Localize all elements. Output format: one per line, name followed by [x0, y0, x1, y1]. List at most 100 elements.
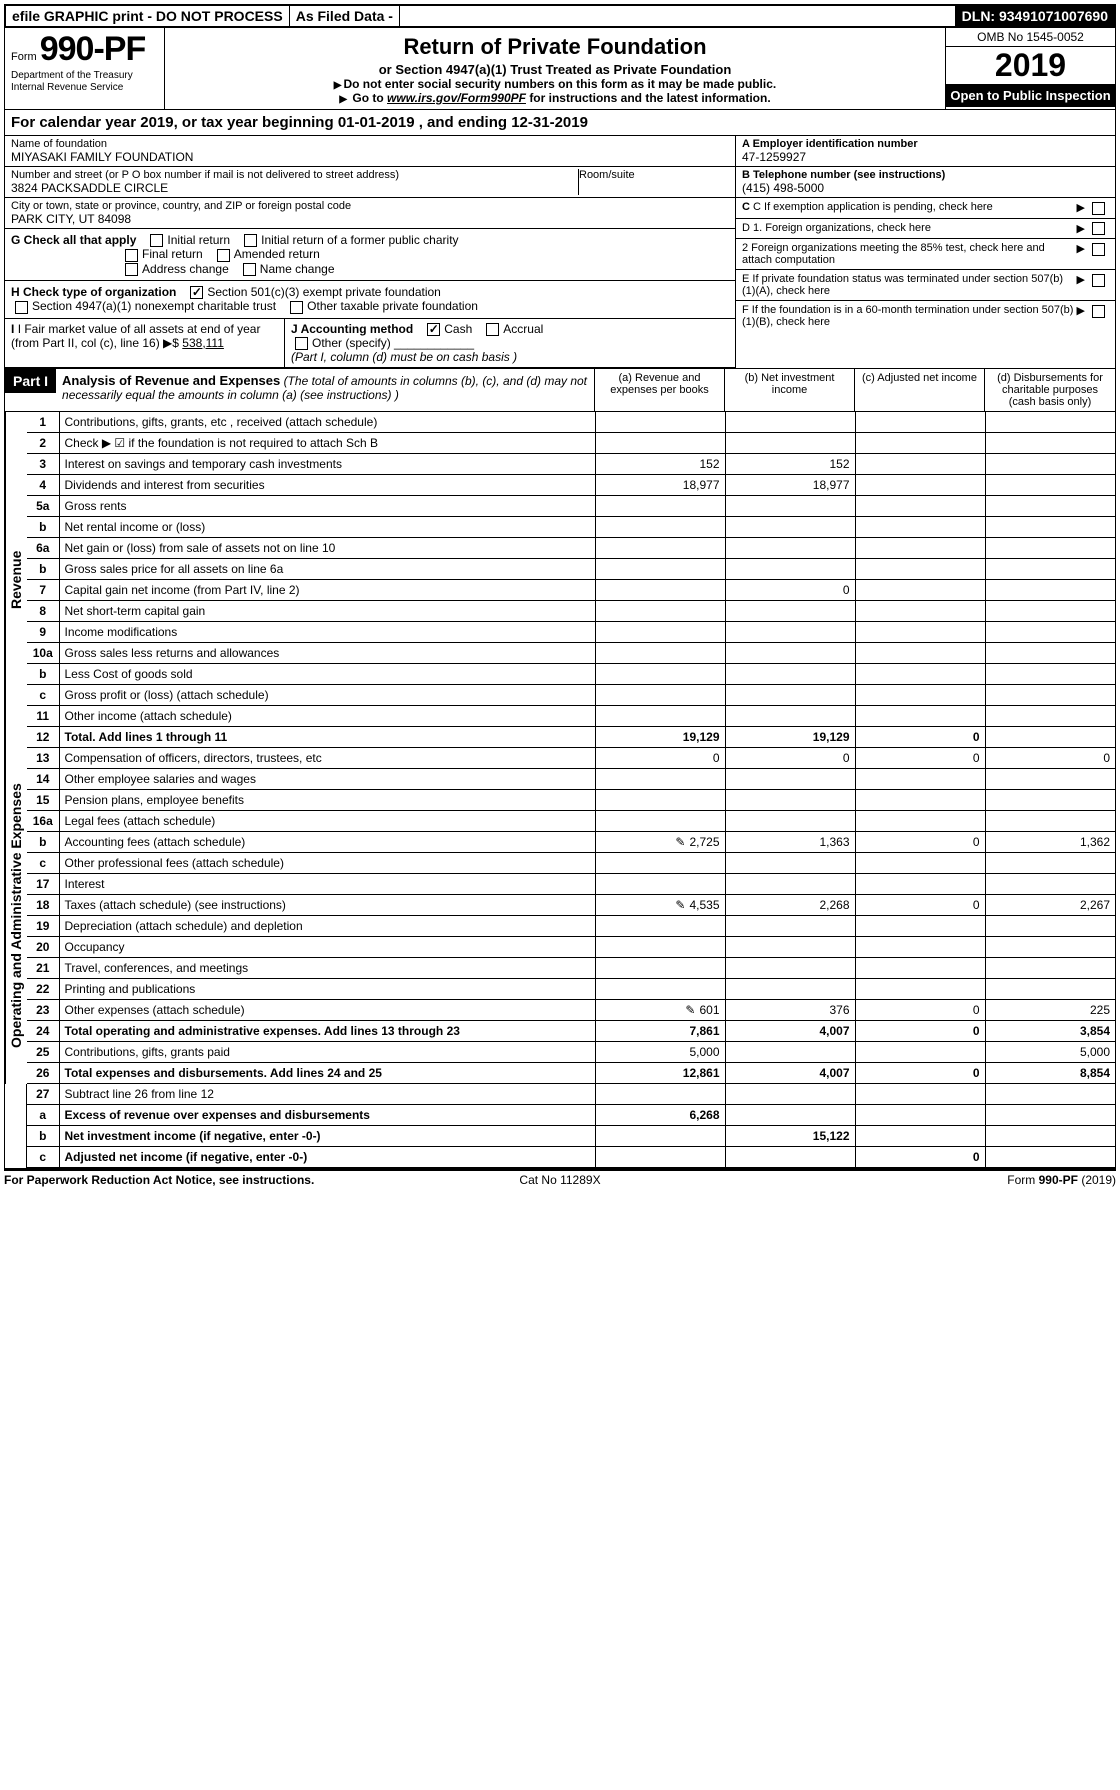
table-row: 24Total operating and administrative exp… — [27, 1021, 1115, 1042]
table-row: 3Interest on savings and temporary cash … — [27, 454, 1115, 475]
checkbox-501c3[interactable] — [190, 286, 203, 299]
open-to-public: Open to Public Inspection — [946, 84, 1115, 107]
expenses-section: Operating and Administrative Expenses 13… — [4, 748, 1116, 1084]
calendar-year-row: For calendar year 2019, or tax year begi… — [4, 110, 1116, 136]
identification-grid: Name of foundation MIYASAKI FAMILY FOUND… — [4, 136, 1116, 369]
asfiled-label: As Filed Data - — [290, 6, 400, 26]
footer-mid: Cat No 11289X — [375, 1173, 746, 1187]
section-d2: 2 Foreign organizations meeting the 85% … — [736, 239, 1115, 270]
line27-spacer — [5, 1084, 27, 1168]
footer-left: For Paperwork Reduction Act Notice, see … — [4, 1173, 375, 1187]
checkbox-address-change[interactable] — [125, 263, 138, 276]
irs-link[interactable]: www.irs.gov/Form990PF — [387, 91, 526, 105]
dln-value: 93491071007690 — [999, 8, 1108, 24]
pencil-icon[interactable] — [675, 898, 689, 912]
room-cell: Room/suite — [579, 169, 729, 195]
table-row: 11Other income (attach schedule) — [27, 706, 1115, 727]
calyear-text-a: For calendar year 2019, or tax year begi… — [11, 114, 338, 131]
g-opt-3: Amended return — [234, 247, 320, 261]
checkbox-name-change[interactable] — [243, 263, 256, 276]
phone-value: (415) 498-5000 — [742, 181, 1109, 195]
checkbox-initial-former[interactable] — [244, 234, 257, 247]
j-label: J Accounting method — [291, 322, 413, 336]
table-row: 17Interest — [27, 874, 1115, 895]
checkbox-other-taxable[interactable] — [290, 301, 303, 314]
arrow-icon — [339, 91, 349, 105]
table-row: 15Pension plans, employee benefits — [27, 790, 1115, 811]
h-opt-3: Other taxable private foundation — [307, 299, 478, 313]
g-opt-0: Initial return — [167, 233, 230, 247]
arrow-icon — [334, 77, 344, 91]
table-row: 22Printing and publications — [27, 979, 1115, 1000]
table-row: cOther professional fees (attach schedul… — [27, 853, 1115, 874]
checkbox-cash[interactable] — [427, 323, 440, 336]
table-row: 7Capital gain net income (from Part IV, … — [27, 580, 1115, 601]
f-label: F If the foundation is in a 60-month ter… — [742, 304, 1075, 328]
g-label: G Check all that apply — [11, 233, 136, 247]
checkbox-accrual[interactable] — [486, 323, 499, 336]
j-cash: Cash — [444, 322, 472, 336]
g-opt-2: Final return — [142, 247, 203, 261]
city-value: PARK CITY, UT 84098 — [11, 212, 729, 226]
pencil-icon[interactable] — [685, 1003, 699, 1017]
form-header: Form 990-PF Department of the Treasury I… — [4, 28, 1116, 110]
page-footer: For Paperwork Reduction Act Notice, see … — [4, 1169, 1116, 1189]
table-row: 1Contributions, gifts, grants, etc , rec… — [27, 412, 1115, 433]
checkbox-amended-return[interactable] — [217, 249, 230, 262]
instr-2-post: for instructions and the latest informat… — [529, 91, 770, 105]
h-label: H Check type of organization — [11, 285, 176, 299]
revenue-vlabel: Revenue — [5, 412, 27, 748]
col-b-head: (b) Net investment income — [725, 369, 855, 411]
street-label: Number and street (or P O box number if … — [11, 169, 578, 181]
checkbox-e[interactable] — [1092, 274, 1105, 287]
checkbox-d1[interactable] — [1092, 222, 1105, 235]
table-row: 13Compensation of officers, directors, t… — [27, 748, 1115, 769]
checkbox-d2[interactable] — [1092, 243, 1105, 256]
table-row: bLess Cost of goods sold — [27, 664, 1115, 685]
checkbox-f[interactable] — [1092, 305, 1105, 318]
d2-label: 2 Foreign organizations meeting the 85% … — [742, 242, 1075, 266]
ein-cell: A Employer identification number 47-1259… — [736, 136, 1115, 167]
dept-treasury: Department of the Treasury — [11, 70, 133, 81]
checkbox-4947a1[interactable] — [15, 301, 28, 314]
table-row: cAdjusted net income (if negative, enter… — [27, 1147, 1115, 1168]
address-row: Number and street (or P O box number if … — [5, 167, 735, 198]
table-row: 20Occupancy — [27, 937, 1115, 958]
street-cell: Number and street (or P O box number if … — [11, 169, 579, 195]
footer-right: Form 990-PF (2019) — [745, 1173, 1116, 1187]
table-row: 10aGross sales less returns and allowanc… — [27, 643, 1115, 664]
table-row: 8Net short-term capital gain — [27, 601, 1115, 622]
ein-value: 47-1259927 — [742, 150, 1109, 164]
revenue-table: 1Contributions, gifts, grants, etc , rec… — [27, 412, 1115, 748]
checkbox-final-return[interactable] — [125, 249, 138, 262]
g-opt-4: Address change — [142, 262, 229, 276]
header-right: OMB No 1545-0052 2019 Open to Public Ins… — [945, 28, 1115, 109]
section-f: F If the foundation is in a 60-month ter… — [736, 301, 1115, 331]
table-row: bAccounting fees (attach schedule)2,7251… — [27, 832, 1115, 853]
table-row: 9Income modifications — [27, 622, 1115, 643]
g-opt-1: Initial return of a former public charit… — [261, 233, 458, 247]
section-c: C C If exemption application is pending,… — [736, 198, 1115, 219]
e-label: E If private foundation status was termi… — [742, 273, 1075, 297]
expenses-table: 13Compensation of officers, directors, t… — [27, 748, 1115, 1084]
pencil-icon[interactable] — [675, 835, 689, 849]
city-cell: City or town, state or province, country… — [5, 198, 735, 229]
col-c-head: (c) Adjusted net income — [855, 369, 985, 411]
j-note: (Part I, column (d) must be on cash basi… — [291, 350, 517, 364]
table-row: 2Check ▶ ☑ if the foundation is not requ… — [27, 433, 1115, 454]
part1-desc: Analysis of Revenue and Expenses (The to… — [56, 369, 595, 411]
form-number: 990-PF — [40, 30, 146, 68]
checkbox-c[interactable] — [1092, 202, 1105, 215]
section-d1: D 1. Foreign organizations, check here ▶ — [736, 219, 1115, 240]
j-accrual: Accrual — [503, 322, 543, 336]
dln-cell: DLN: 93491071007690 — [956, 6, 1114, 26]
table-row: 27Subtract line 26 from line 12 — [27, 1084, 1115, 1105]
calyear-end: 12-31-2019 — [511, 114, 588, 131]
checkbox-initial-return[interactable] — [150, 234, 163, 247]
table-row: 16aLegal fees (attach schedule) — [27, 811, 1115, 832]
table-row: 6aNet gain or (loss) from sale of assets… — [27, 538, 1115, 559]
table-row: bNet investment income (if negative, ent… — [27, 1126, 1115, 1147]
city-label: City or town, state or province, country… — [11, 200, 729, 212]
checkbox-other-method[interactable] — [295, 337, 308, 350]
dln-label: DLN: — [962, 8, 995, 24]
